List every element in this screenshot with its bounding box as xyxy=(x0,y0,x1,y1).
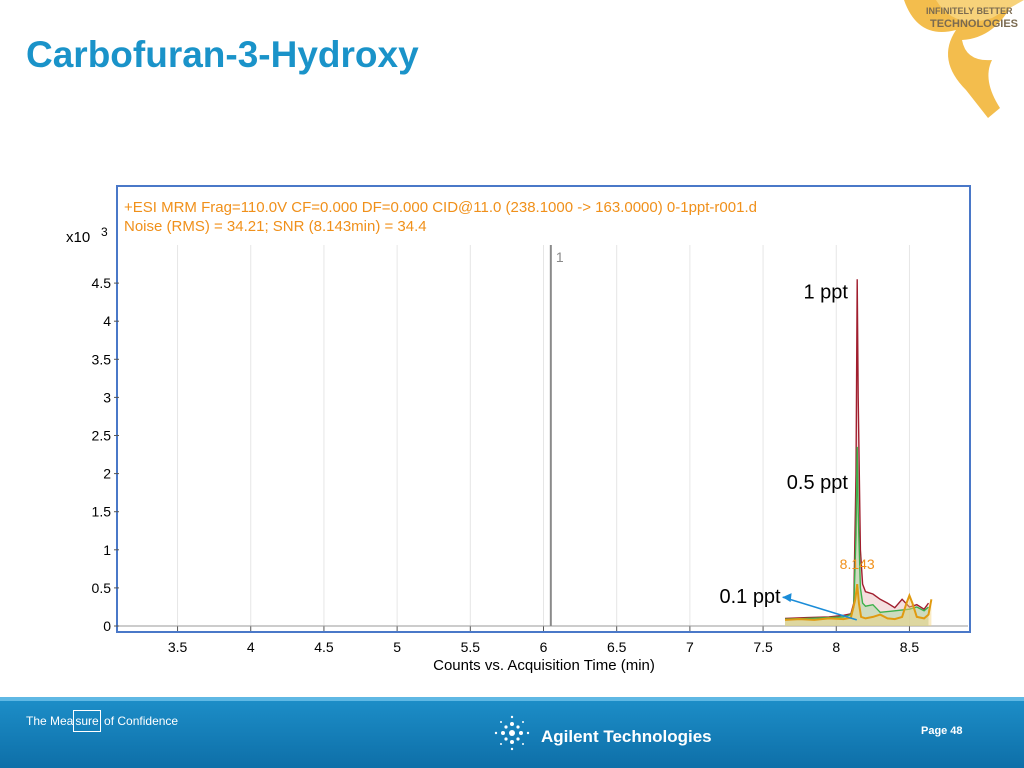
x-tick-label: 6.5 xyxy=(607,639,627,655)
chart-header-line2: Noise (RMS) = 34.21; SNR (8.143min) = 34… xyxy=(124,218,427,235)
x-tick-label: 5.5 xyxy=(461,639,481,655)
x-tick-label: 8.5 xyxy=(900,639,920,655)
series-label-3: 0.1 ppt xyxy=(719,586,781,608)
x-tick-label: 7.5 xyxy=(753,639,773,655)
x-tick-label: 4 xyxy=(247,639,255,655)
x-tick-label: 6 xyxy=(540,639,548,655)
y-exponent: 3 xyxy=(101,225,108,239)
x-tick-label: 3.5 xyxy=(168,639,188,655)
series-area-2 xyxy=(785,446,929,626)
x-tick-label: 8 xyxy=(832,639,840,655)
series-line-2 xyxy=(784,446,929,620)
footer-tagline: The Mea sure of Confidence xyxy=(26,710,178,732)
peak-label: 8.143 xyxy=(840,556,875,572)
page-number: Page 48 xyxy=(921,725,963,737)
series-line-3 xyxy=(784,583,933,621)
y-tick-label: 3.5 xyxy=(92,351,112,367)
x-tick-label: 4.5 xyxy=(314,639,334,655)
agilent-spark-icon xyxy=(494,715,530,751)
annotation-arrow xyxy=(782,596,857,621)
annotation-arrowhead xyxy=(782,593,792,603)
badge-line2: TECHNOLOGIES xyxy=(930,18,1018,30)
series-label-1: 1 ppt xyxy=(803,281,848,303)
x-tick-label: 5 xyxy=(393,639,401,655)
y-tick-label: 2 xyxy=(103,466,111,482)
y-tick-label: 1 xyxy=(103,542,111,558)
x-tick-label: 7 xyxy=(686,639,694,655)
chart-frame xyxy=(116,185,971,633)
x-axis-label: Counts vs. Acquisition Time (min) xyxy=(433,657,655,674)
infinitely-better-badge: INFINITELY BETTER TECHNOLOGIES xyxy=(904,0,1024,118)
y-tick-label: 0.5 xyxy=(92,580,112,596)
y-tick-label: 3 xyxy=(103,389,111,405)
y-tick-label: 2.5 xyxy=(92,428,112,444)
y-tick-label: 1.5 xyxy=(92,504,112,520)
chart-header-line1: +ESI MRM Frag=110.0V CF=0.000 DF=0.000 C… xyxy=(124,199,757,216)
y-multiplier: x10 xyxy=(66,229,90,246)
y-tick-label: 4.5 xyxy=(92,275,112,291)
series-label-2: 0.5 ppt xyxy=(787,472,849,494)
y-tick-label: 0 xyxy=(103,618,111,634)
page-title: Carbofuran-3-Hydroxy xyxy=(26,34,419,75)
badge-line1: INFINITELY BETTER xyxy=(926,6,1013,16)
y-tick-label: 4 xyxy=(103,313,111,329)
company-name: Agilent Technologies xyxy=(541,727,712,746)
chromatogram-chart: +ESI MRM Frag=110.0V CF=0.000 DF=0.000 C… xyxy=(66,185,971,674)
marker-label: 1 xyxy=(556,249,564,265)
footer-bar: The Mea sure of Confidence Agilent Techno… xyxy=(0,697,1024,768)
